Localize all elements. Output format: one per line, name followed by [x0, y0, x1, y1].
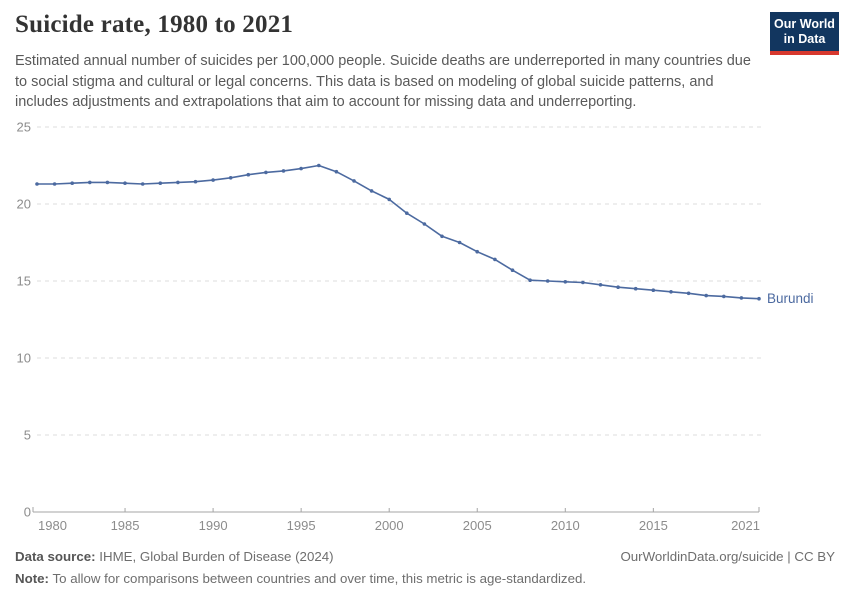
- data-point: [739, 296, 744, 300]
- data-point: [105, 180, 110, 185]
- x-tick-label: 1985: [111, 518, 140, 533]
- data-point: [581, 280, 585, 285]
- x-tick-label: 2005: [463, 518, 492, 533]
- y-tick-label: 20: [17, 197, 31, 212]
- data-point: [722, 294, 726, 299]
- data-point: [598, 283, 603, 287]
- series-end-label: Burundi: [767, 291, 814, 306]
- data-source-label: Data source:: [15, 549, 96, 564]
- data-point: [246, 172, 251, 177]
- data-point: [176, 180, 180, 185]
- data-point: [563, 280, 568, 284]
- y-tick-label: 5: [24, 428, 31, 443]
- data-point: [440, 234, 444, 239]
- data-point: [140, 182, 145, 186]
- data-point: [422, 222, 427, 226]
- x-tick-label: 2021: [731, 518, 760, 533]
- page-title: Suicide rate, 1980 to 2021: [15, 11, 294, 38]
- data-point: [193, 179, 198, 184]
- note-label: Note:: [15, 571, 49, 586]
- data-point: [704, 293, 708, 298]
- data-point: [510, 268, 515, 272]
- line-chart: 0 5 10 15 20 25 1980 1985 1990 1995 2000 2005 2010 20…: [17, 120, 814, 534]
- y-tick-label: 15: [17, 274, 31, 289]
- data-point: [70, 181, 74, 185]
- data-point: [387, 197, 392, 202]
- data-line: [36, 164, 760, 300]
- y-tick-label: 0: [24, 505, 31, 520]
- data-point: [369, 189, 374, 193]
- data-point: [669, 290, 673, 294]
- data-point: [633, 286, 638, 291]
- data-point: [405, 211, 409, 215]
- data-point: [281, 169, 286, 173]
- data-point: [651, 288, 656, 292]
- note: Note: To allow for comparisons between c…: [15, 568, 835, 590]
- owid-logo-line1: Our World: [774, 17, 835, 31]
- x-tick-label: 2015: [639, 518, 668, 533]
- data-point: [211, 178, 215, 182]
- data-point: [35, 182, 39, 186]
- y-tick-label: 25: [17, 120, 31, 135]
- data-point: [264, 170, 268, 175]
- data-point: [299, 166, 303, 171]
- data-point: [228, 176, 233, 180]
- x-tick-label: 1995: [287, 518, 316, 533]
- note-text: To allow for comparisons between countri…: [52, 571, 587, 586]
- data-point: [352, 179, 356, 183]
- data-point: [158, 181, 163, 185]
- data-point: [88, 180, 92, 185]
- data-point: [528, 278, 532, 282]
- data-point: [686, 291, 691, 296]
- attribution-link[interactable]: OurWorldinData.org/suicide | CC BY: [620, 549, 835, 564]
- data-point: [545, 279, 550, 283]
- chart-subtitle: Estimated annual number of suicides per …: [15, 53, 751, 111]
- x-tick-label: 1980: [38, 518, 67, 533]
- data-source-text: IHME, Global Burden of Disease (2024): [99, 549, 334, 564]
- data-point: [317, 163, 321, 168]
- data-point: [123, 181, 127, 185]
- y-tick-label: 10: [17, 351, 31, 366]
- x-tick-label: 1990: [199, 518, 228, 533]
- owid-logo-line2: in Data: [783, 32, 826, 46]
- x-tick-label: 2000: [375, 518, 404, 533]
- data-point: [457, 240, 462, 245]
- data-point: [616, 285, 620, 289]
- data-point: [334, 169, 339, 174]
- owid-logo[interactable]: Our World in Data: [770, 12, 839, 55]
- data-point: [493, 257, 497, 262]
- data-point: [475, 249, 480, 254]
- x-tick-label: 2010: [551, 518, 580, 533]
- data-point: [757, 296, 761, 301]
- data-point: [52, 182, 57, 186]
- data-source: Data source: IHME, Global Burden of Dise…: [15, 546, 334, 568]
- chart-footer: Data source: IHME, Global Burden of Dise…: [15, 546, 835, 590]
